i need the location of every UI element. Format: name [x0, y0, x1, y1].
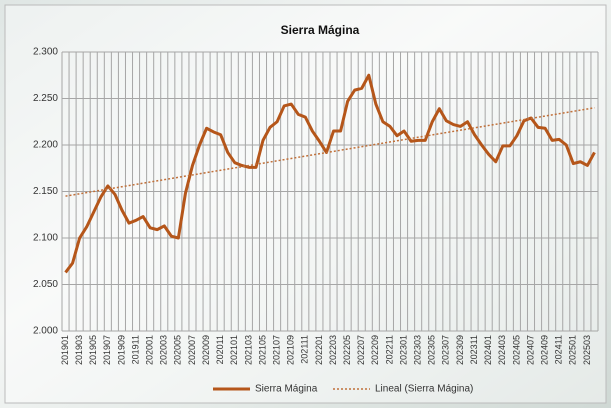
trend-line [65, 107, 595, 197]
x-tick-label: 201909 [116, 335, 126, 365]
x-tick-label: 201901 [60, 335, 70, 365]
y-tick-label: 2.150 [33, 186, 58, 197]
x-tick-label: 201907 [102, 335, 112, 365]
y-tick-label: 2.300 [33, 47, 58, 58]
x-tick-label: 202411 [554, 335, 564, 364]
y-tick-label: 2.050 [33, 279, 58, 290]
x-tick-label: 202503 [582, 335, 592, 365]
x-tick-label: 202407 [525, 335, 535, 365]
x-tick-label: 202105 [257, 335, 267, 365]
x-tick-label: 202305 [427, 335, 437, 365]
x-tick-label: 202311 [469, 335, 479, 364]
data-line [64, 73, 596, 274]
x-tick-label: 202103 [243, 335, 253, 365]
x-tick-label: 201903 [74, 335, 84, 365]
x-tick-label: 201911 [130, 335, 140, 364]
x-tick-label: 202403 [497, 335, 507, 365]
x-tick-label: 202203 [328, 335, 338, 365]
x-tick-label: 202109 [286, 335, 296, 365]
x-tick-label: 202409 [539, 335, 549, 365]
legend-label: Sierra Mágina [255, 384, 318, 395]
x-tick-label: 202307 [441, 335, 451, 365]
x-tick-label: 202011 [215, 335, 225, 364]
x-tick-label: 202007 [187, 335, 197, 365]
x-tick-label: 202003 [159, 335, 169, 365]
x-tick-label: 202211 [384, 335, 394, 364]
x-tick-label: 202009 [201, 335, 211, 365]
x-tick-label: 202405 [511, 335, 521, 365]
y-tick-label: 2.250 [33, 93, 58, 104]
x-tick-label: 202301 [398, 335, 408, 365]
x-tick-label: 202111 [300, 335, 310, 364]
x-tick-label: 202207 [356, 335, 366, 365]
x-tick-label: 202107 [271, 335, 281, 365]
x-tick-label: 202205 [342, 335, 352, 365]
x-tick-label: 202101 [229, 335, 239, 365]
x-tick-label: 202209 [370, 335, 380, 365]
x-tick-label: 202303 [413, 335, 423, 365]
x-tick-label: 202401 [483, 335, 493, 365]
x-tick-label: 201905 [88, 335, 98, 365]
x-tick-label: 202001 [145, 335, 155, 365]
x-tick-label: 202309 [455, 335, 465, 365]
x-tick-label: 202005 [173, 335, 183, 365]
x-tick-label: 202501 [568, 335, 578, 365]
y-tick-label: 2.000 [33, 326, 58, 337]
legend-label: Lineal (Sierra Mágina) [375, 384, 473, 395]
y-tick-label: 2.200 [33, 140, 58, 151]
y-tick-label: 2.100 [33, 233, 58, 244]
chart-title: Sierra Mágina [281, 23, 360, 37]
x-tick-label: 202201 [314, 335, 324, 365]
